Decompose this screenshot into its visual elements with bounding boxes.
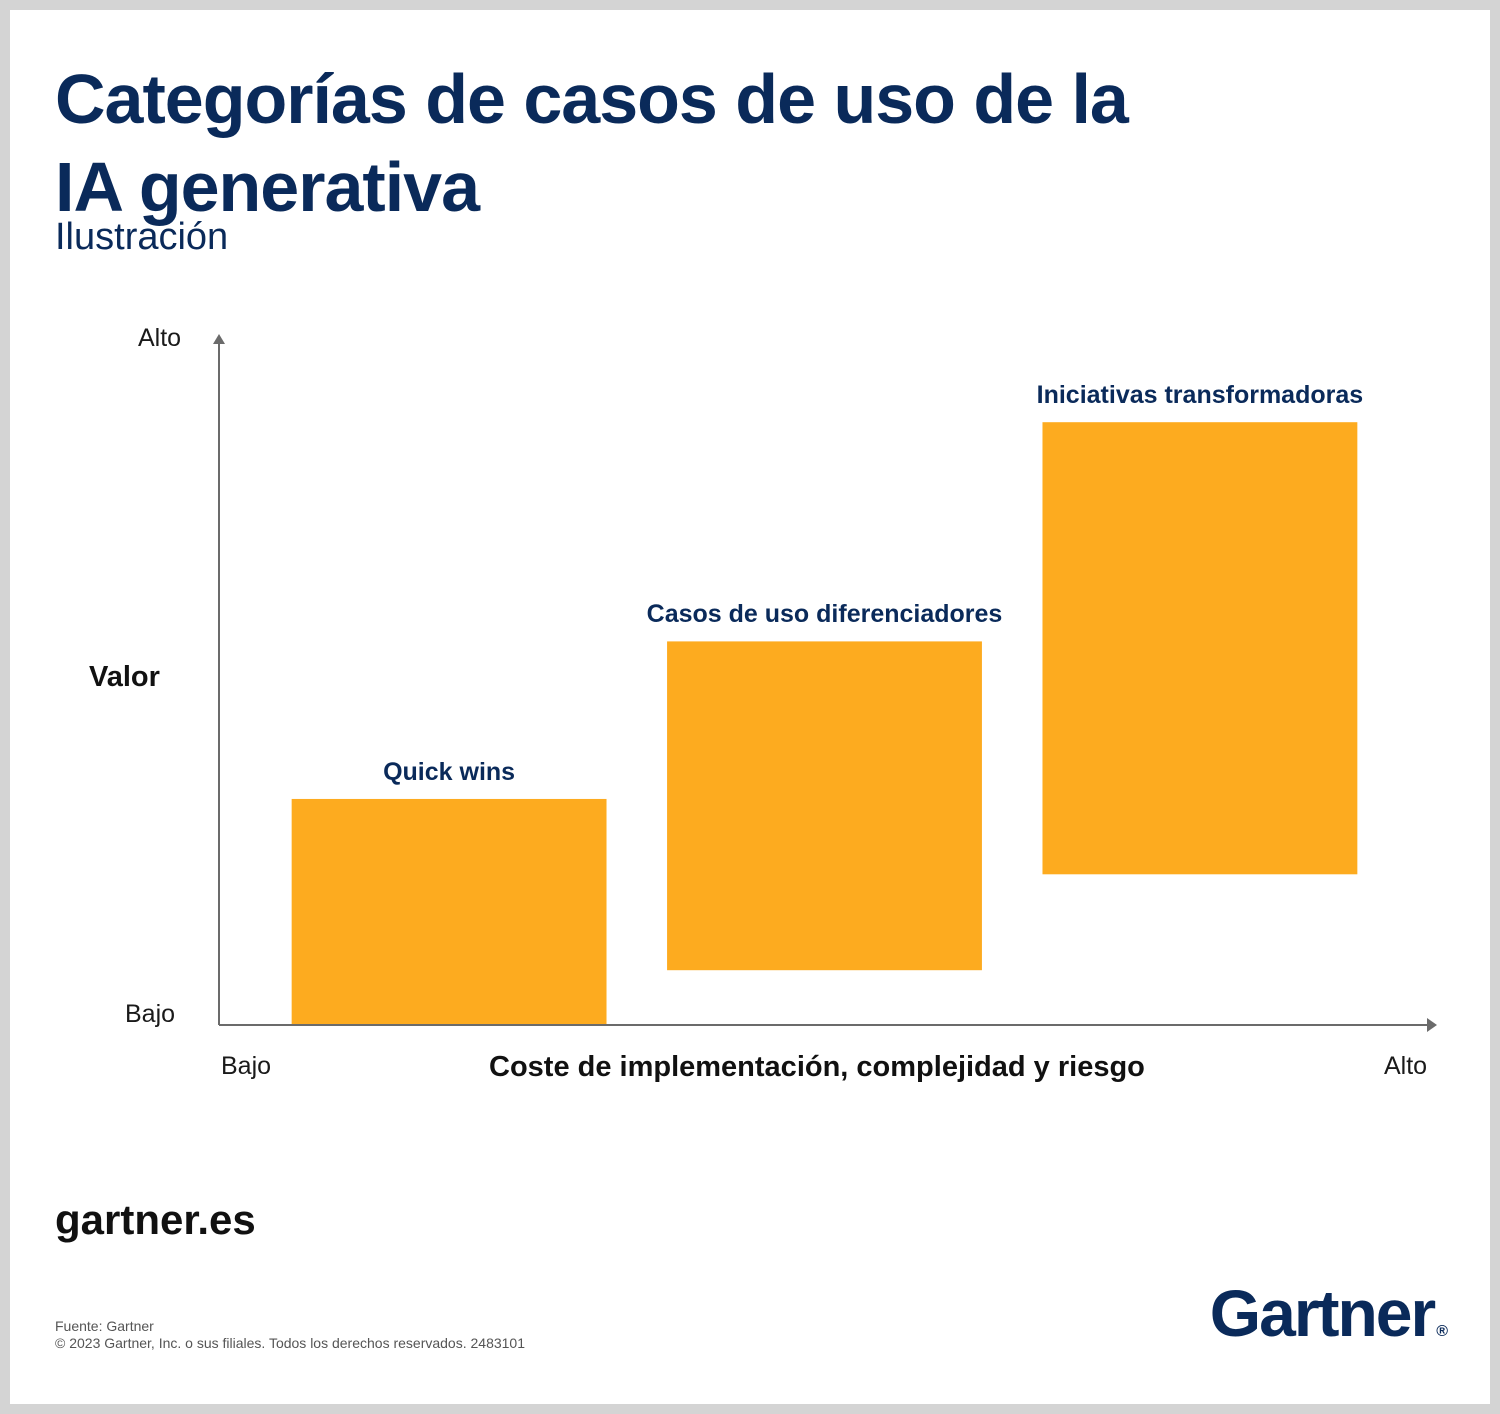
bar-label-casos-diferenciadores: Casos de uso diferenciadores (646, 600, 1003, 629)
y-axis-arrow-icon (213, 334, 225, 344)
page-subtitle: Ilustración (55, 216, 229, 258)
x-axis-low-label: Bajo (221, 1052, 272, 1080)
bar-casos-diferenciadores (667, 641, 982, 971)
bar-label-quick-wins: Quick wins (383, 757, 516, 786)
bars-group (291, 422, 1358, 1025)
page-title: Categorías de casos de uso de la IA gene… (55, 60, 1129, 226)
source-note: Fuente: Gartner (55, 1318, 154, 1334)
y-axis-high-label: Alto (138, 324, 182, 352)
x-axis-high-label: Alto (1384, 1052, 1428, 1080)
y-axis-title: Valor (89, 661, 160, 693)
gartner-logo: Gartner ® (1210, 1275, 1448, 1351)
registered-mark: ® (1436, 1323, 1448, 1340)
bar-quick-wins (291, 798, 607, 1025)
logo-text: Gartner (1209, 1276, 1436, 1350)
x-axis-arrow-icon (1427, 1018, 1437, 1032)
bar-iniciativas-transformadoras (1042, 422, 1358, 875)
copyright-note: © 2023 Gartner, Inc. o sus filiales. Tod… (55, 1335, 525, 1351)
site-url: gartner.es (55, 1196, 256, 1243)
x-axis-title: Coste de implementación, complejidad y r… (489, 1051, 1145, 1083)
bar-label-iniciativas-transformadoras: Iniciativas transformadoras (1036, 381, 1364, 410)
y-axis-low-label: Bajo (125, 1000, 176, 1028)
